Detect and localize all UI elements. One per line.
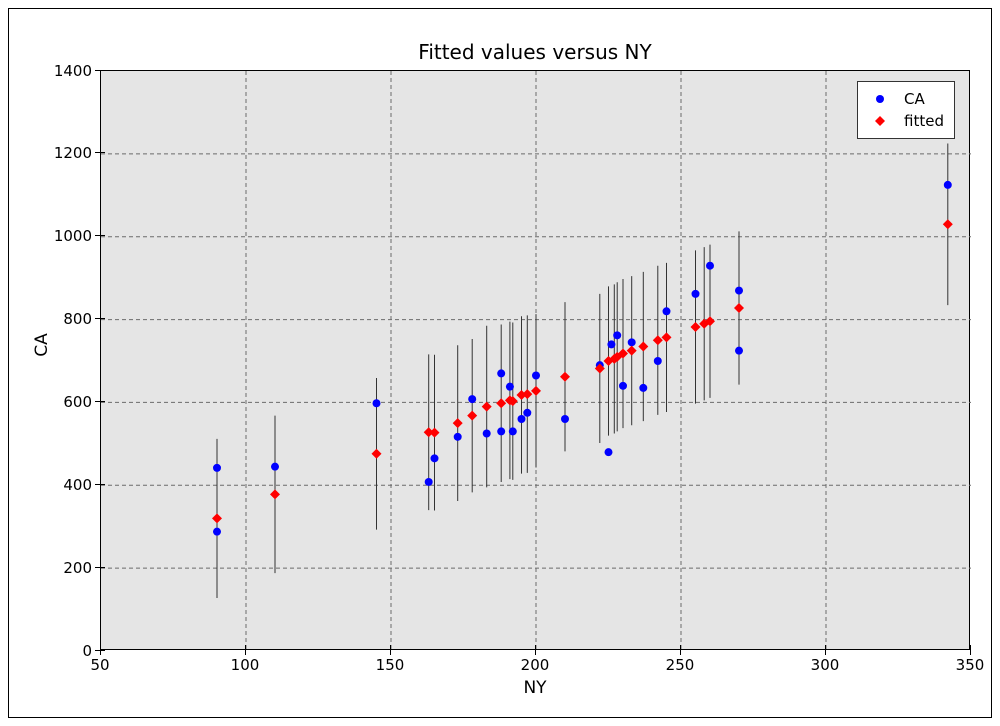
- x-tick-inner: [245, 645, 246, 650]
- y-tick-label: 200: [32, 559, 92, 577]
- ca-point: [431, 454, 439, 462]
- ca-point: [213, 464, 221, 472]
- ca-point: [628, 338, 636, 346]
- y-tick-label: 800: [32, 310, 92, 328]
- ca-point: [497, 369, 505, 377]
- ca-point: [639, 384, 647, 392]
- x-tick-inner: [825, 645, 826, 650]
- ca-point: [518, 415, 526, 423]
- ca-point: [944, 181, 952, 189]
- ca-point: [373, 399, 381, 407]
- fitted-point: [372, 449, 382, 459]
- x-tick-label: 300: [800, 656, 850, 674]
- ca-point: [692, 290, 700, 298]
- x-tick-label: 150: [365, 656, 415, 674]
- ca-point: [706, 262, 714, 270]
- fitted-point: [467, 411, 477, 421]
- ca-point: [735, 347, 743, 355]
- y-tick-inner: [100, 567, 105, 568]
- fitted-point: [943, 219, 953, 229]
- ca-point: [468, 395, 476, 403]
- ca-point: [607, 340, 615, 348]
- chart-title: Fitted values versus NY: [100, 40, 970, 64]
- x-tick-inner: [390, 645, 391, 650]
- x-tick: [245, 650, 246, 655]
- legend: CA fitted: [857, 81, 955, 139]
- legend-marker: [866, 114, 894, 128]
- x-tick: [535, 650, 536, 655]
- ca-point: [425, 478, 433, 486]
- fitted-point: [453, 418, 463, 428]
- fitted-point: [691, 322, 701, 332]
- y-tick-inner: [100, 318, 105, 319]
- y-tick-inner: [100, 484, 105, 485]
- legend-label: CA: [904, 90, 925, 108]
- x-tick-inner: [535, 645, 536, 650]
- y-tick-label: 1000: [32, 227, 92, 245]
- ca-point: [213, 528, 221, 536]
- y-tick-inner: [100, 235, 105, 236]
- fitted-point: [560, 372, 570, 382]
- y-tick-inner: [100, 152, 105, 153]
- y-tick-label: 400: [32, 476, 92, 494]
- ca-point: [532, 372, 540, 380]
- x-axis-label-text: NY: [523, 678, 546, 698]
- fitted-point: [430, 428, 440, 438]
- y-tick-label: 1400: [32, 62, 92, 80]
- figure: Fitted values versus NY CAfitted NY CA 5…: [0, 0, 1000, 726]
- y-axis-label-text: CA: [32, 333, 52, 357]
- legend-entry-ca: CA: [866, 88, 944, 110]
- legend-entry-fitted: fitted: [866, 110, 944, 132]
- x-tick: [680, 650, 681, 655]
- x-tick: [825, 650, 826, 655]
- ca-point: [654, 357, 662, 365]
- x-tick-inner: [970, 645, 971, 650]
- ca-point: [663, 307, 671, 315]
- ca-point: [454, 433, 462, 441]
- plot-area: CA fitted: [100, 70, 970, 650]
- fitted-point: [627, 346, 637, 356]
- fitted-point: [734, 303, 744, 313]
- x-tick-label: 200: [510, 656, 560, 674]
- y-tick-label: 1200: [32, 144, 92, 162]
- fitted-point: [496, 398, 506, 408]
- y-tick-inner: [100, 70, 105, 71]
- x-tick-inner: [680, 645, 681, 650]
- y-tick-label: 0: [32, 642, 92, 660]
- ca-point: [735, 287, 743, 295]
- fitted-point: [531, 386, 541, 396]
- legend-label: fitted: [904, 112, 944, 130]
- x-axis-label: NY: [100, 678, 970, 698]
- fitted-point: [638, 342, 648, 352]
- ca-point: [613, 331, 621, 339]
- ca-point: [271, 463, 279, 471]
- ca-point: [523, 409, 531, 417]
- fitted-point: [653, 335, 663, 345]
- x-tick: [970, 650, 971, 655]
- fitted-point: [212, 513, 222, 523]
- chart-title-text: Fitted values versus NY: [418, 40, 651, 64]
- x-tick-label: 100: [220, 656, 270, 674]
- fitted-point: [482, 402, 492, 412]
- ca-point: [619, 382, 627, 390]
- ca-point: [509, 427, 517, 435]
- ca-point: [605, 448, 613, 456]
- y-tick-inner: [100, 650, 105, 651]
- x-tick: [390, 650, 391, 655]
- fitted-point: [270, 489, 280, 499]
- x-tick: [100, 650, 101, 655]
- fitted-point: [662, 332, 672, 342]
- y-tick-inner: [100, 401, 105, 402]
- ca-point: [561, 415, 569, 423]
- legend-marker: [866, 92, 894, 106]
- ca-point: [483, 430, 491, 438]
- y-tick-label: 600: [32, 393, 92, 411]
- x-tick-label: 250: [655, 656, 705, 674]
- ca-point: [497, 427, 505, 435]
- x-tick-label: 350: [945, 656, 995, 674]
- plot-svg: [101, 71, 971, 651]
- ca-point: [506, 383, 514, 391]
